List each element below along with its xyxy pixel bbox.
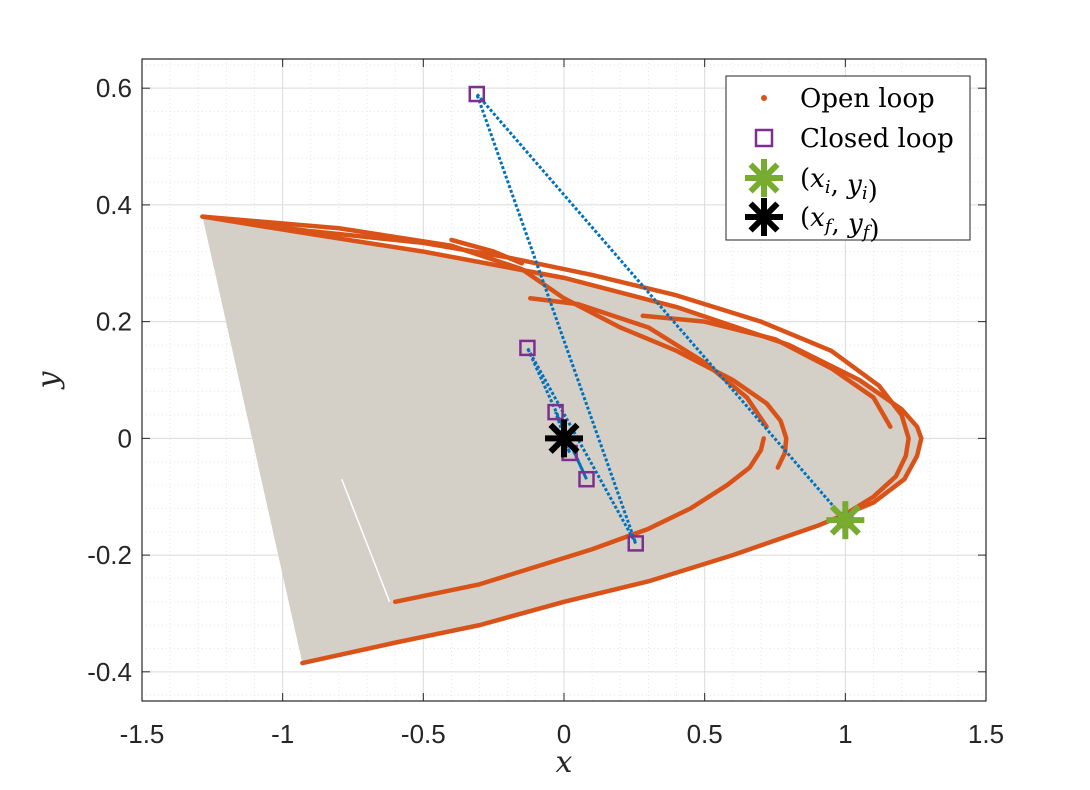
x-tick-label: -1.5 [120, 719, 165, 749]
y-tick-label: 0.2 [96, 307, 132, 337]
legend-marker-initial [745, 159, 783, 197]
closed-loop-point [468, 85, 486, 103]
closed-loop-point [547, 403, 564, 421]
legend: Open loop Closed loop (xi, yi)(xf, yf) [725, 75, 971, 245]
x-axis-label: x [556, 745, 573, 780]
legend-marker-final [745, 198, 783, 236]
asterisk-stroke [548, 422, 580, 454]
legend-label-closed-loop: Closed loop [800, 124, 954, 154]
asterisk-stroke [829, 504, 861, 536]
y-tick-label: 0.4 [96, 190, 132, 220]
legend-label-final: (xf, yf) [800, 203, 880, 245]
asterisk-stroke [748, 201, 780, 233]
x-tick-label: 1.5 [968, 719, 1004, 749]
x-tick-label: 0 [557, 719, 571, 749]
open-loop-branch [200, 214, 924, 666]
initial-point-marker [826, 501, 865, 540]
open-loop-branch [200, 214, 789, 470]
x-tick-label: -1 [271, 719, 294, 749]
y-tick-label: 0 [118, 423, 132, 453]
open-loop-branch [392, 436, 766, 605]
legend-label-open-loop: Open loop [800, 84, 935, 114]
open-loop-series [200, 214, 924, 666]
axes: -1.5 -1 -0.5 0 0.5 1 1.5 -0.4 -0.2 0 0.2 0.4 0.6 x y [31, 58, 1004, 780]
legend-label-initial: (xi, yi) [800, 164, 878, 206]
point-markers [545, 419, 865, 540]
legend-marker-closed-loop [754, 128, 774, 148]
y-tick-label: 0.6 [96, 73, 132, 103]
y-tick-label: -0.4 [87, 657, 132, 687]
x-tick-label: -0.5 [401, 719, 446, 749]
closed-loop-point [627, 535, 644, 552]
open-loop-branch [527, 296, 769, 429]
y-axis-label: y [31, 370, 66, 390]
asterisk-stroke [748, 162, 780, 194]
legend-marker-open-loop [761, 95, 767, 101]
y-tick-label: -0.2 [87, 540, 132, 570]
closed-loop-point [578, 470, 595, 488]
closed-loop-point [519, 339, 536, 357]
region-notch [341, 478, 391, 603]
final-point-marker [545, 419, 583, 458]
open-loop-branch [640, 313, 893, 429]
x-tick-label: 0.5 [687, 719, 723, 749]
open-loop-branch [449, 237, 525, 266]
x-tick-label: 1 [838, 719, 852, 749]
